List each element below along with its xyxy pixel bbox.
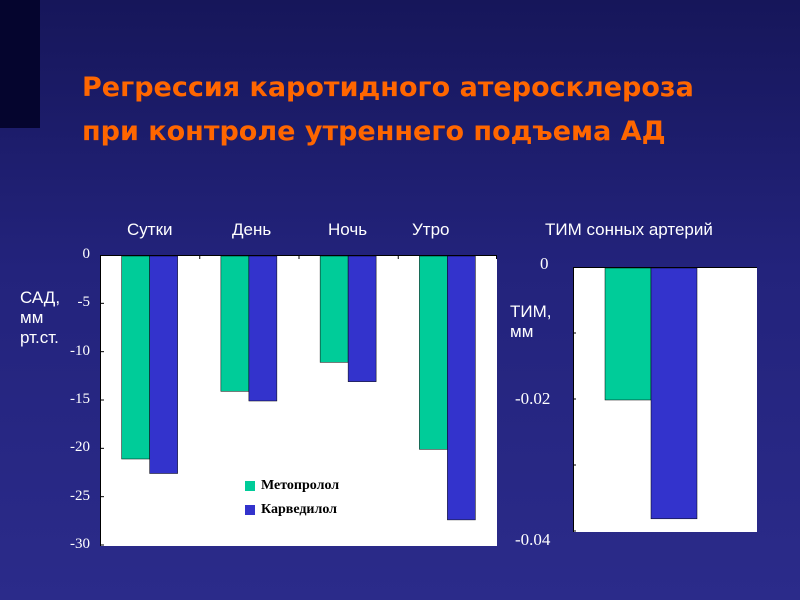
- chart1-bar-metoprolol-2: [319, 255, 349, 363]
- chart1-bar-carvedilol-3: [447, 255, 476, 521]
- legend-label-metoprolol: Метопролол: [261, 478, 340, 493]
- legend-item-carvedilol: Карведилол: [245, 501, 337, 519]
- chart1-ylabel: САД, мм рт.ст.: [20, 288, 61, 347]
- chart1-bar-carvedilol-0: [149, 255, 178, 474]
- chart2-ytick-0: 0: [540, 254, 549, 273]
- chart2-ytick-neg002: -0.02: [515, 389, 551, 408]
- legend-label-carvedilol: Карведилол: [261, 502, 338, 517]
- legend-swatch-metoprolol: [245, 481, 255, 491]
- chart1-plot-area: [100, 255, 497, 546]
- title-line-1: Регрессия каротидного атеросклероза: [82, 72, 694, 103]
- chart1-ytick-label: -20: [70, 439, 90, 456]
- annotation-utro: <0.001: [402, 521, 455, 540]
- chart2-svg: 0-0,01-0,02-0,03-0,04: [573, 267, 757, 532]
- chart1-bar-metoprolol-3: [419, 255, 448, 450]
- chart1-legend: Метопролол Карведилол: [245, 473, 345, 523]
- chart2-bar-carvedilol: [650, 267, 698, 520]
- chart1-bar-metoprolol-0: [121, 255, 150, 460]
- chart2-ylabel: ТИМ, мм: [510, 302, 552, 341]
- category-label-sutki: Сутки: [127, 220, 173, 239]
- chart1-svg: [100, 255, 497, 546]
- chart1-bar-carvedilol-2: [347, 255, 377, 382]
- legend-item-metoprolol: Метопролол: [245, 477, 339, 495]
- chart2-plot-area: 0-0,01-0,02-0,03-0,04: [573, 267, 757, 532]
- chart1-ytick-label: -10: [70, 342, 90, 359]
- chart2-ytick-neg004: -0.04: [515, 530, 551, 549]
- legend-swatch-carvedilol: [245, 505, 255, 515]
- chart1-ytick-label: -25: [70, 487, 90, 504]
- chart1-ytick-label: -5: [77, 294, 91, 311]
- title-line-2: при контроле утреннего подъема АД: [82, 116, 666, 147]
- corner-decoration: [0, 0, 40, 128]
- chart2-title: ТИМ сонных артерий: [545, 220, 713, 239]
- slide-title: Регрессия каротидного атеросклероза при …: [82, 66, 762, 154]
- chart1-ytick-label: 0: [82, 246, 91, 262]
- chart2-bar-metoprolol: [604, 267, 652, 401]
- annotation-tim: <0.02: [590, 502, 634, 521]
- category-label-utro: Утро: [412, 220, 450, 239]
- chart1-bar-metoprolol-1: [220, 255, 250, 392]
- chart1-bar-carvedilol-1: [248, 255, 278, 402]
- category-label-noch: Ночь: [328, 220, 368, 239]
- annotation-sutki: NS: [135, 488, 159, 507]
- annotation-den: NS: [234, 416, 258, 435]
- annotation-noch: NS: [329, 388, 353, 407]
- chart1-ytick-label: -15: [70, 391, 90, 407]
- category-label-den: День: [232, 220, 272, 239]
- chart1-ytick-label: -30: [70, 536, 90, 552]
